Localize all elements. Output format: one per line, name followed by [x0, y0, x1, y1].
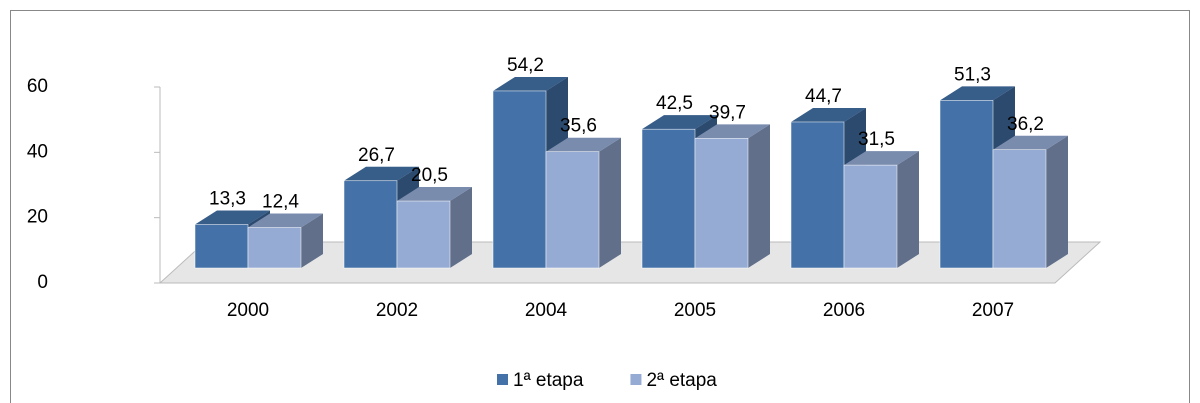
- bar-top: [397, 187, 472, 202]
- bar: [247, 227, 302, 269]
- legend-swatch: [630, 374, 642, 385]
- bar-side-shade: [1046, 135, 1068, 268]
- bar-side-shade: [450, 187, 472, 268]
- bar-top: [791, 107, 866, 122]
- bar-top-shade: [248, 213, 323, 228]
- data-label: 39,7: [709, 102, 746, 123]
- bar-side: [897, 151, 919, 268]
- data-label: 42,5: [656, 93, 693, 114]
- bar-side: [599, 137, 621, 268]
- bar: [694, 138, 749, 269]
- legend-swatch: [497, 374, 508, 385]
- y-tick-label: 20: [27, 207, 48, 228]
- bar: [843, 164, 898, 269]
- x-tick-label: 2006: [823, 300, 865, 321]
- y-tick-label: 40: [27, 141, 48, 162]
- bar-top-shade: [791, 107, 866, 122]
- bar-top-shade: [195, 210, 270, 225]
- bar-top: [248, 213, 323, 228]
- data-label: 20,5: [411, 165, 448, 186]
- bar-top: [993, 135, 1068, 150]
- x-tick-label: 2002: [376, 300, 418, 321]
- bar-top-shade: [695, 124, 770, 139]
- x-tick-label: 2005: [674, 300, 716, 321]
- data-label: 35,6: [560, 116, 597, 137]
- bar-side: [301, 213, 323, 268]
- data-label: 51,3: [954, 64, 991, 85]
- bar-top-shade: [642, 115, 717, 130]
- bar-top: [546, 137, 621, 152]
- bar-top-shade: [397, 187, 472, 202]
- bar: [641, 128, 696, 269]
- data-label: 31,5: [858, 129, 895, 150]
- bar-side-shade: [599, 137, 621, 268]
- bar-top: [940, 86, 1015, 101]
- bar: [790, 121, 845, 269]
- bar: [343, 180, 398, 269]
- bar-top: [642, 115, 717, 130]
- bar-side-shade: [897, 151, 919, 268]
- data-label: 26,7: [358, 145, 395, 166]
- legend-label: 2ª etapa: [646, 370, 717, 391]
- bar-side: [450, 187, 472, 268]
- bar: [992, 149, 1047, 269]
- bar-top-shade: [493, 76, 568, 91]
- bar-side: [748, 124, 770, 269]
- x-tick-label: 2004: [525, 300, 568, 321]
- data-label: 54,2: [507, 55, 544, 76]
- bar-top-shade: [844, 151, 919, 166]
- bar: [545, 151, 600, 269]
- bar: [492, 90, 547, 269]
- bar-top-shade: [344, 166, 419, 181]
- bar-top: [695, 124, 770, 139]
- x-tick-label: 2000: [227, 300, 269, 321]
- bar-top: [344, 166, 419, 181]
- x-tick-label: 2007: [972, 300, 1014, 321]
- bar-top: [493, 76, 568, 91]
- y-tick-label: 0: [37, 272, 48, 293]
- bar-side-shade: [301, 213, 323, 268]
- bar-top-shade: [993, 135, 1068, 150]
- bar-top: [195, 210, 270, 225]
- data-label: 13,3: [209, 189, 246, 210]
- bar: [939, 100, 994, 269]
- bar-top: [844, 151, 919, 166]
- y-tick-label: 60: [27, 76, 48, 97]
- bar-top-shade: [546, 137, 621, 152]
- data-label: 44,7: [805, 86, 842, 107]
- bar: [194, 224, 249, 269]
- bar-side: [1046, 135, 1068, 268]
- bar-side-shade: [748, 124, 770, 269]
- data-label: 36,2: [1007, 114, 1044, 135]
- bar: [396, 200, 451, 269]
- legend-label: 1ª etapa: [513, 370, 584, 391]
- data-label: 12,4: [262, 192, 299, 213]
- bar-top-shade: [940, 86, 1015, 101]
